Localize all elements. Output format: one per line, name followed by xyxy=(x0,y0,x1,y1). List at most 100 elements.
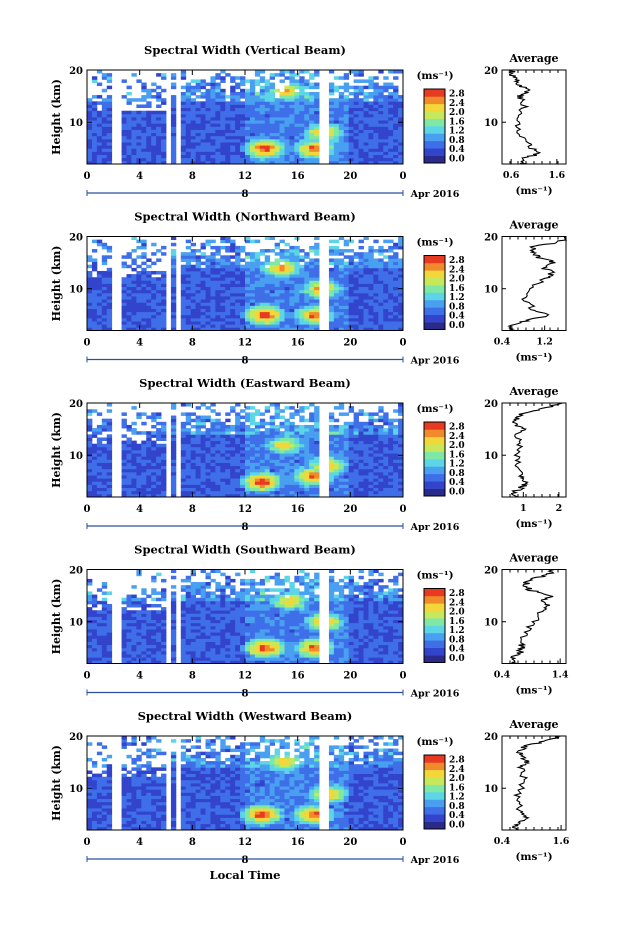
heatmap-cell xyxy=(96,644,103,649)
heatmap-cell xyxy=(368,104,374,108)
heatmap-cell xyxy=(180,308,187,313)
heatmap-cell xyxy=(249,421,256,426)
heatmap-cell xyxy=(101,283,108,288)
heatmap-cell xyxy=(304,101,310,105)
heatmap-cell xyxy=(151,145,157,149)
heatmap-cell xyxy=(131,493,137,498)
heatmap-cell xyxy=(398,264,404,269)
heatmap-cell xyxy=(378,135,384,140)
heatmap-cell xyxy=(141,431,147,435)
heatmap-cell xyxy=(205,415,211,420)
heatmap-cell xyxy=(91,616,98,621)
heatmap-cell xyxy=(151,431,157,435)
heatmap-cell xyxy=(333,138,340,143)
heatmap-cell xyxy=(240,456,246,460)
heatmap-cell xyxy=(314,160,320,165)
heatmap-cell xyxy=(235,249,241,253)
heatmap-cell xyxy=(309,98,315,102)
heatmap-cell xyxy=(294,120,300,124)
heatmap-cell xyxy=(96,650,103,655)
heatmap-cell xyxy=(289,110,295,115)
panel-title: Spectral Width (Northward Beam) xyxy=(134,210,356,224)
heatmap-cell xyxy=(200,151,206,155)
heatmap-cell xyxy=(101,327,108,331)
heatmap-cell xyxy=(368,148,374,152)
heatmap-cell xyxy=(299,478,305,482)
heatmap-cell xyxy=(343,277,350,281)
heatmap-cell xyxy=(383,101,389,105)
heatmap-cell xyxy=(200,245,206,250)
heatmap-cell xyxy=(146,484,152,488)
heatmap-cell xyxy=(190,481,197,485)
heatmap-cell xyxy=(170,138,177,143)
heatmap-cell xyxy=(284,113,290,118)
heatmap-cell xyxy=(373,484,379,488)
heatmap-cell xyxy=(393,468,399,473)
heatmap-cell xyxy=(131,148,137,152)
heatmap-cell xyxy=(195,123,201,127)
heatmap-cell xyxy=(388,428,394,432)
heatmap-cell xyxy=(269,277,276,281)
heatmap-cell xyxy=(87,308,93,313)
heatmap-cell xyxy=(294,135,300,140)
heatmap-cell xyxy=(269,305,276,309)
heatmap-cell xyxy=(91,629,98,633)
heatmap-cell xyxy=(378,123,384,127)
heatmap-cell xyxy=(230,113,236,118)
heatmap-cell xyxy=(126,481,132,485)
heatmap-cell xyxy=(136,415,142,420)
heatmap-cell xyxy=(358,113,364,118)
heatmap-cell xyxy=(378,465,384,470)
heatmap-cell xyxy=(185,258,192,262)
heatmap-cell xyxy=(259,324,266,328)
heatmap-cell xyxy=(388,311,394,316)
heatmap-cell xyxy=(195,107,201,112)
heatmap-cell xyxy=(185,654,192,658)
heatmap-cell xyxy=(289,126,295,130)
heatmap-cell xyxy=(368,145,374,149)
heatmap-cell xyxy=(363,91,369,96)
heatmap-cell xyxy=(151,575,157,580)
heatmap-cell xyxy=(106,638,113,642)
heatmap-cell xyxy=(373,321,379,325)
average-title: Average xyxy=(508,52,558,65)
heatmap-cell xyxy=(373,443,379,448)
heatmap-cell xyxy=(106,135,113,140)
heatmap-cell xyxy=(136,493,142,498)
heatmap-cell xyxy=(156,481,162,485)
heatmap-cell xyxy=(185,85,192,90)
heatmap-cell xyxy=(358,280,364,284)
heatmap-cell xyxy=(269,314,276,319)
heatmap-cell xyxy=(156,73,162,77)
heatmap-cell xyxy=(87,468,93,473)
heatmap-cell xyxy=(205,324,211,328)
heatmap-cell xyxy=(190,412,197,416)
heatmap-cell xyxy=(195,481,201,485)
heatmap-cell xyxy=(225,101,231,105)
heatmap-cell xyxy=(151,619,157,624)
heatmap-cell xyxy=(87,327,93,331)
heatmap-cell xyxy=(225,481,231,485)
heatmap-cell xyxy=(200,261,206,266)
heatmap-cell xyxy=(343,421,350,426)
heatmap-cell xyxy=(333,132,340,137)
heatmap-cell xyxy=(274,289,280,294)
heatmap-cell xyxy=(299,431,305,435)
heatmap-cell xyxy=(200,292,206,297)
heatmap-cell xyxy=(205,418,211,423)
heatmap-cell xyxy=(91,654,98,658)
heatmap-cell xyxy=(235,76,241,80)
heatmap-cell xyxy=(309,314,315,319)
heatmap-cell xyxy=(343,327,350,331)
heatmap-cell xyxy=(136,157,142,162)
heatmap-cell xyxy=(146,126,152,130)
heatmap-cell xyxy=(161,88,167,93)
heatmap-cell xyxy=(304,453,310,457)
x-tick-label: 0 xyxy=(84,171,91,182)
heatmap-cell xyxy=(200,107,206,112)
heatmap-cell xyxy=(309,468,315,473)
heatmap-cell xyxy=(343,82,350,87)
heatmap-cell xyxy=(294,456,300,460)
heatmap-cell xyxy=(91,151,98,155)
heatmap-cell xyxy=(240,475,246,479)
